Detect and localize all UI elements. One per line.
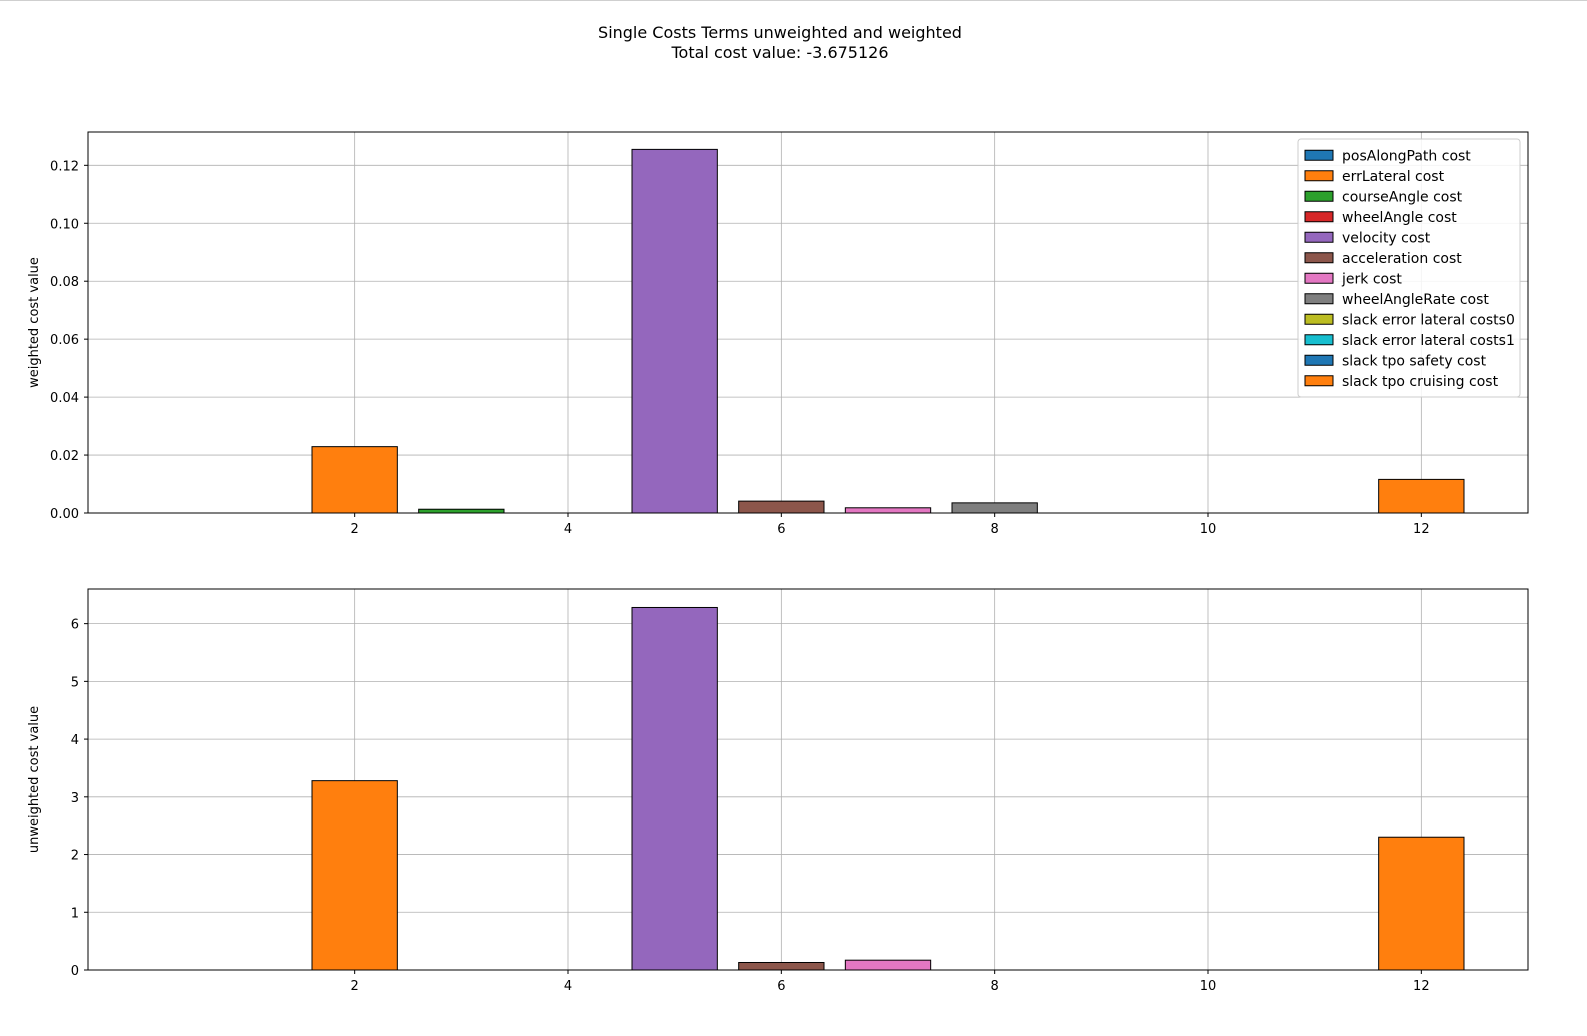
x-tick-label: 12 (1413, 979, 1430, 994)
legend-label: acceleration cost (1342, 251, 1462, 267)
axes-frame (87, 588, 1529, 971)
legend-swatch (1304, 313, 1334, 325)
legend-box (1297, 138, 1521, 398)
legend-swatch (1304, 293, 1334, 305)
legend-label: errLateral cost (1342, 169, 1445, 185)
legend-label: wheelAngle cost (1342, 210, 1457, 226)
legend-swatch (1304, 354, 1334, 366)
bar-8 (951, 502, 1038, 514)
legend: posAlongPath cost errLateral cost courseAn… (1297, 138, 1521, 398)
y-tick-label: 0.06 (50, 333, 79, 348)
bar-7 (844, 959, 932, 971)
x-tick-label: 10 (1200, 979, 1217, 994)
y-tick-label: 1 (71, 906, 79, 921)
y-tick-label: 0.04 (50, 391, 79, 406)
x-tick-label: 4 (564, 522, 572, 537)
y-axis-label: weighted cost value (27, 257, 42, 388)
y-tick-label: 4 (71, 733, 79, 748)
bar-12 (1378, 836, 1465, 971)
x-tick-label: 8 (991, 979, 999, 994)
figure-title-line-2: Total cost value: -3.675126 (670, 43, 888, 62)
legend-swatch (1304, 272, 1334, 284)
x-tick-label: 6 (777, 979, 785, 994)
y-tick-label: 0.10 (50, 217, 79, 232)
legend-swatch (1304, 334, 1334, 346)
window-top-border (0, 0, 1587, 1)
legend-label: velocity cost (1342, 230, 1431, 246)
x-tick-label: 8 (991, 522, 999, 537)
legend-swatch (1304, 252, 1334, 264)
legend-label: posAlongPath cost (1342, 148, 1471, 164)
legend-label: slack tpo safety cost (1342, 353, 1487, 369)
y-tick-label: 0.02 (50, 449, 79, 464)
bar-5 (631, 148, 718, 514)
bar-5 (631, 606, 718, 971)
bar-12 (1378, 478, 1465, 514)
bar-3 (418, 508, 505, 514)
y-tick-label: 3 (71, 791, 79, 806)
bar-6 (738, 961, 825, 971)
y-tick-label: 0 (71, 964, 79, 979)
y-tick-label: 0.00 (50, 507, 79, 522)
bar-6 (738, 500, 825, 514)
legend-swatch (1304, 375, 1334, 387)
legend-label: slack error lateral costs1 (1342, 333, 1515, 349)
y-tick-label: 2 (71, 849, 79, 864)
legend-label: slack tpo cruising cost (1342, 374, 1499, 390)
x-tick-label: 12 (1413, 522, 1430, 537)
axes-frame (87, 131, 1529, 514)
legend-swatch (1304, 149, 1334, 161)
x-tick-label: 2 (351, 979, 359, 994)
legend-swatch (1304, 211, 1334, 223)
legend-label: jerk cost (1341, 271, 1402, 287)
legend-swatch (1304, 190, 1334, 202)
y-tick-label: 6 (71, 618, 79, 633)
y-tick-label: 5 (71, 675, 79, 690)
bar-2 (311, 446, 398, 514)
subplots: 2 4 6 8 10 120.000.020.040.060.080.100.12weig… (27, 131, 1529, 994)
legend-label: courseAngle cost (1342, 189, 1463, 205)
y-tick-label: 0.08 (50, 275, 79, 290)
x-tick-label: 2 (351, 522, 359, 537)
y-tick-label: 0.12 (50, 159, 79, 174)
x-tick-label: 6 (777, 522, 785, 537)
bar-2 (311, 780, 398, 971)
subplot-1: 2 4 6 8 10 12 0.00 0.02 0.04 0.06 0.08 0.10 0.12 weig… (27, 131, 1529, 537)
legend-swatch (1304, 170, 1334, 182)
legend-label: wheelAngleRate cost (1342, 292, 1489, 308)
legend-label: slack error lateral costs0 (1342, 312, 1515, 328)
x-tick-label: 4 (564, 979, 572, 994)
bar-7 (844, 507, 932, 514)
x-tick-label: 10 (1200, 522, 1217, 537)
legend-swatch (1304, 231, 1334, 243)
figure-title-line-1: Single Costs Terms unweighted and weight… (598, 23, 962, 42)
y-axis-label: unweighted cost value (27, 706, 42, 853)
